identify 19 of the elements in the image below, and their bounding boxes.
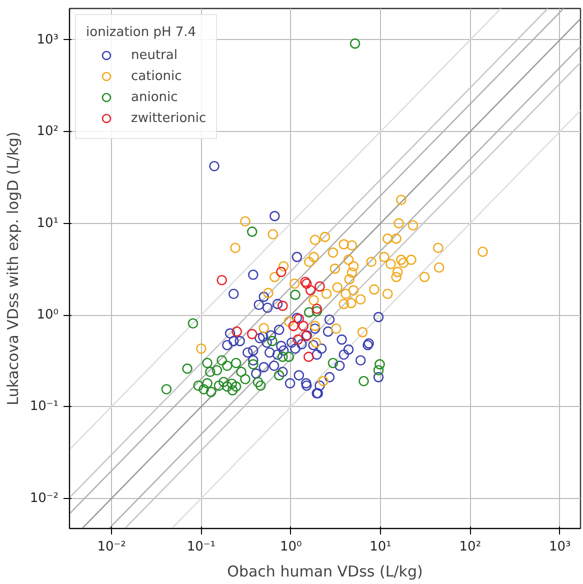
x-tick-label: 10⁻²: [97, 540, 126, 554]
y-tick-label: 10²: [36, 124, 59, 140]
x-tick-label: 10³: [548, 540, 571, 554]
x-tick-label: 10¹: [370, 540, 392, 554]
legend-label: zwitterionic: [131, 110, 206, 126]
y-tick-label: 10⁻¹: [30, 399, 59, 414]
x-axis-title: Obach human VDss (L/kg): [227, 562, 423, 580]
y-tick-label: 10¹: [36, 216, 59, 231]
y-tick-label: 10⁰: [36, 308, 59, 323]
y-axis-title: Lukacova VDss with exp. logD (L/kg): [4, 132, 22, 406]
legend-label: neutral: [131, 48, 178, 62]
y-tick-label: 10⁻²: [30, 490, 59, 506]
legend-label: anionic: [131, 90, 178, 104]
y-tick-label: 10³: [36, 32, 59, 48]
x-tick-label: 10⁰: [280, 540, 302, 554]
x-tick-label: 10²: [459, 540, 482, 554]
legend-label: cationic: [131, 68, 182, 84]
legend-title: ionization pH 7.4: [86, 25, 198, 40]
x-tick-label: 10⁻¹: [186, 540, 216, 554]
